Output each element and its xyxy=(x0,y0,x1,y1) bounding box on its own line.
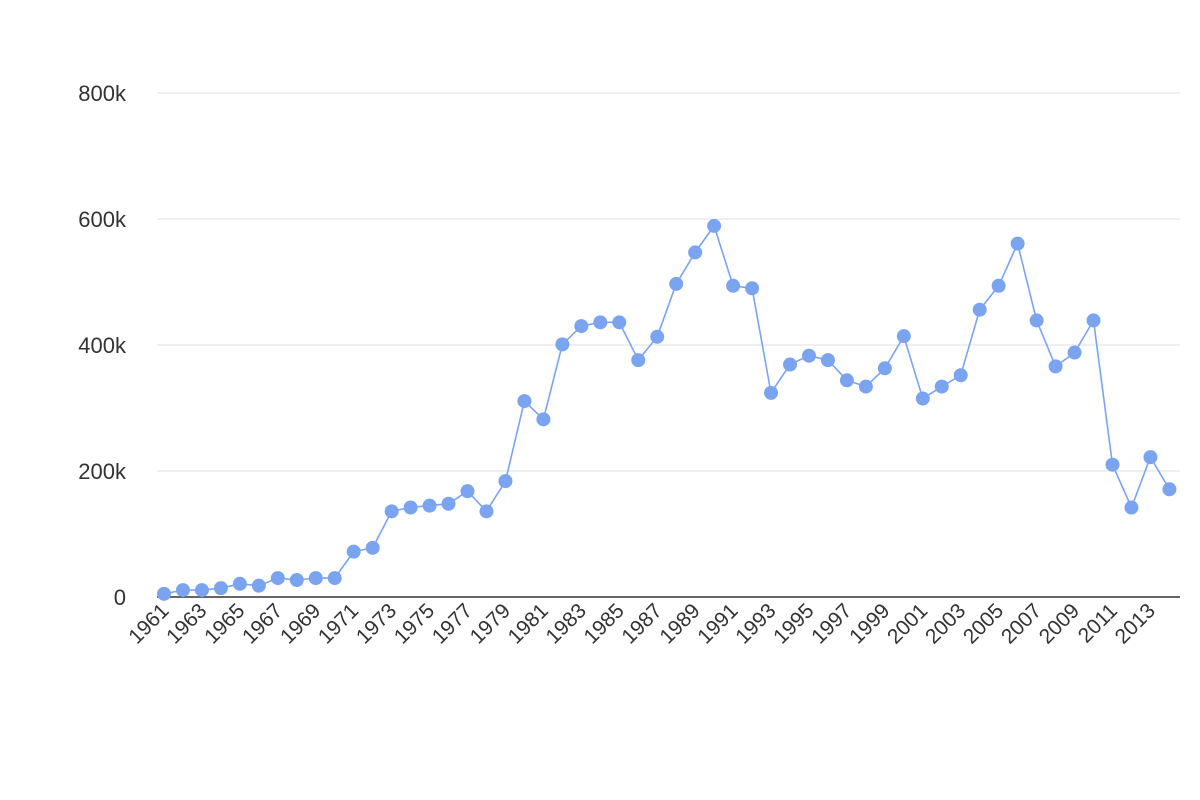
y-tick-label: 400k xyxy=(78,333,127,358)
data-point[interactable] xyxy=(384,504,399,519)
data-point[interactable] xyxy=(479,504,494,519)
data-point[interactable] xyxy=(365,540,380,555)
data-point[interactable] xyxy=(327,571,342,586)
x-tick-label: 1971 xyxy=(314,599,363,648)
data-point[interactable] xyxy=(346,544,361,559)
x-tick-label: 1965 xyxy=(200,599,249,648)
x-tick-label: 1975 xyxy=(390,599,439,648)
series xyxy=(157,218,1177,601)
data-point[interactable] xyxy=(422,498,437,513)
data-point[interactable] xyxy=(1143,450,1158,465)
data-point[interactable] xyxy=(858,379,873,394)
data-point[interactable] xyxy=(877,361,892,376)
data-point[interactable] xyxy=(213,581,228,596)
y-axis: 0 200k 400k 600k 800k xyxy=(78,81,127,610)
data-point[interactable] xyxy=(232,576,247,591)
data-point[interactable] xyxy=(650,329,665,344)
x-tick-label: 2011 xyxy=(1074,599,1122,647)
data-point[interactable] xyxy=(1067,345,1082,360)
data-point[interactable] xyxy=(1124,500,1139,515)
x-tick-label: 2007 xyxy=(997,599,1046,648)
x-tick-label: 1991 xyxy=(693,599,742,648)
data-point[interactable] xyxy=(555,337,570,352)
x-tick-label: 1993 xyxy=(731,599,780,648)
data-point[interactable] xyxy=(498,474,513,489)
series-line xyxy=(163,225,1171,595)
data-point[interactable] xyxy=(308,571,323,586)
x-tick-label: 1973 xyxy=(352,599,401,648)
y-tick-label: 0 xyxy=(114,585,126,610)
data-point[interactable] xyxy=(1162,482,1177,497)
data-point[interactable] xyxy=(194,583,209,598)
x-tick-label: 1985 xyxy=(580,599,629,648)
y-tick-label: 200k xyxy=(78,459,127,484)
data-point[interactable] xyxy=(631,353,646,368)
x-tick-label: 1997 xyxy=(807,599,856,648)
x-tick-label: 2003 xyxy=(921,599,970,648)
data-point[interactable] xyxy=(441,496,456,511)
data-point[interactable] xyxy=(896,329,911,344)
data-point[interactable] xyxy=(270,571,285,586)
data-point[interactable] xyxy=(517,394,532,409)
data-point[interactable] xyxy=(669,276,684,291)
x-tick-label: 1979 xyxy=(466,599,515,648)
x-tick-label: 1967 xyxy=(238,599,287,648)
data-point[interactable] xyxy=(593,315,608,330)
x-tick-label: 1977 xyxy=(428,599,477,648)
x-tick-label: 2005 xyxy=(959,599,1008,648)
data-point[interactable] xyxy=(460,484,475,499)
x-tick-label: 1981 xyxy=(504,599,553,648)
x-tick-label: 1983 xyxy=(542,599,591,648)
x-tick-label: 1989 xyxy=(655,599,704,648)
data-point[interactable] xyxy=(251,578,266,593)
data-point[interactable] xyxy=(536,412,551,427)
y-tick-label: 600k xyxy=(78,207,127,232)
data-point[interactable] xyxy=(574,319,589,334)
x-tick-label: 1995 xyxy=(769,599,818,648)
grid xyxy=(157,92,1180,598)
data-point[interactable] xyxy=(1029,313,1044,328)
data-point[interactable] xyxy=(764,385,779,400)
y-tick-label: 800k xyxy=(78,81,127,106)
data-point[interactable] xyxy=(612,315,627,330)
data-point[interactable] xyxy=(915,391,930,406)
data-point[interactable] xyxy=(839,373,854,388)
x-tick-label: 2001 xyxy=(883,599,932,648)
data-point[interactable] xyxy=(1010,236,1025,251)
data-point[interactable] xyxy=(972,302,987,317)
data-point[interactable] xyxy=(934,379,949,394)
data-point[interactable] xyxy=(157,586,171,601)
data-point[interactable] xyxy=(801,348,816,363)
data-point[interactable] xyxy=(1105,457,1120,472)
data-point[interactable] xyxy=(289,572,304,587)
data-point[interactable] xyxy=(707,218,722,233)
data-point[interactable] xyxy=(1048,359,1063,374)
data-point[interactable] xyxy=(403,500,418,515)
data-point[interactable] xyxy=(820,353,835,368)
x-tick-label: 2009 xyxy=(1035,599,1084,648)
data-point[interactable] xyxy=(688,245,703,260)
x-tick-label: 1963 xyxy=(162,599,211,648)
x-tick-label: 2013 xyxy=(1111,599,1160,648)
x-axis: 1961196319651967196919711973197519771979… xyxy=(124,599,1160,648)
x-tick-label: 1999 xyxy=(845,599,894,648)
data-point[interactable] xyxy=(745,281,760,296)
data-point[interactable] xyxy=(726,278,741,293)
data-point[interactable] xyxy=(175,583,190,598)
data-point[interactable] xyxy=(1086,313,1101,328)
x-tick-label: 1987 xyxy=(617,599,666,648)
data-point[interactable] xyxy=(991,278,1006,293)
data-point[interactable] xyxy=(783,357,798,372)
x-tick-label: 1969 xyxy=(276,599,325,648)
x-tick-label: 1961 xyxy=(124,599,173,648)
data-point[interactable] xyxy=(953,368,968,383)
